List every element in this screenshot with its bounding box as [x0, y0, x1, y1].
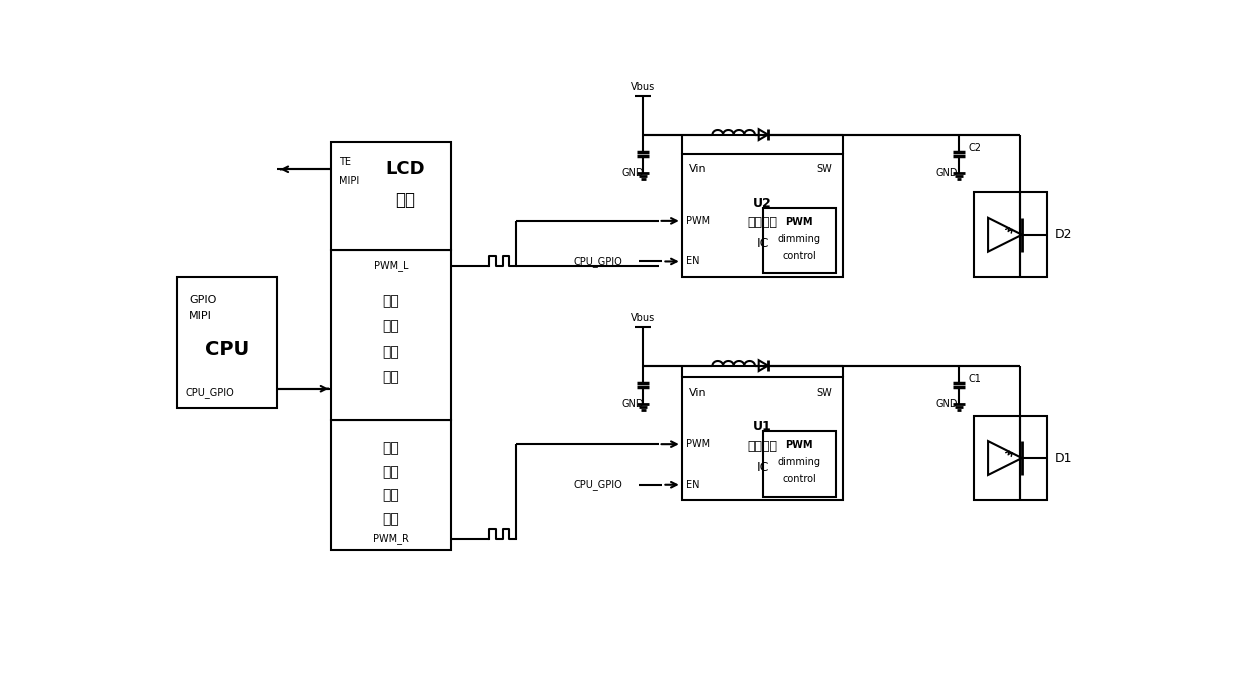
- Bar: [331, 419, 450, 550]
- Text: 模块: 模块: [383, 370, 399, 384]
- Text: Vbus: Vbus: [631, 313, 655, 323]
- Text: 背光: 背光: [383, 320, 399, 334]
- Text: control: control: [782, 474, 816, 484]
- Text: GND: GND: [936, 399, 959, 409]
- Text: PWM_L: PWM_L: [373, 260, 408, 271]
- Text: U2: U2: [753, 197, 773, 210]
- Text: 第二: 第二: [383, 294, 399, 308]
- Text: PWM: PWM: [785, 217, 813, 227]
- Text: control: control: [782, 251, 816, 261]
- Text: PWM: PWM: [785, 441, 813, 450]
- Polygon shape: [988, 441, 1022, 475]
- Text: GPIO: GPIO: [188, 295, 216, 305]
- Text: Vbus: Vbus: [631, 82, 655, 92]
- Text: Vin: Vin: [689, 164, 707, 174]
- Text: GND: GND: [936, 168, 959, 178]
- Text: C1: C1: [968, 374, 981, 384]
- Text: EN: EN: [686, 480, 699, 490]
- Text: 模组: 模组: [396, 191, 415, 209]
- Text: LCD: LCD: [386, 161, 425, 179]
- Text: 第二背光: 第二背光: [748, 217, 777, 229]
- Text: CPU_GPIO: CPU_GPIO: [574, 480, 622, 490]
- Text: 第一背光: 第一背光: [748, 439, 777, 453]
- Text: C2: C2: [968, 143, 981, 153]
- Polygon shape: [988, 218, 1022, 252]
- Text: IC: IC: [756, 461, 769, 473]
- Text: SW: SW: [816, 164, 832, 174]
- Text: GND: GND: [621, 168, 644, 178]
- Polygon shape: [759, 361, 768, 371]
- Bar: [331, 250, 450, 419]
- Text: Vin: Vin: [689, 388, 707, 398]
- Text: IC: IC: [756, 237, 769, 251]
- Bar: [682, 154, 843, 277]
- Bar: [763, 431, 836, 497]
- Text: GND: GND: [621, 399, 644, 409]
- Text: 第一: 第一: [383, 441, 399, 455]
- Text: MIPI: MIPI: [188, 311, 212, 320]
- Text: MIPI: MIPI: [339, 176, 360, 186]
- Text: PWM: PWM: [686, 216, 709, 226]
- Text: PWM_R: PWM_R: [373, 534, 409, 545]
- Bar: [177, 277, 278, 408]
- Bar: [975, 416, 1048, 500]
- Bar: [682, 377, 843, 500]
- Text: TE: TE: [339, 156, 351, 167]
- Text: 控制: 控制: [383, 345, 399, 358]
- Text: 背光: 背光: [383, 465, 399, 479]
- Text: dimming: dimming: [777, 457, 821, 468]
- Text: PWM: PWM: [686, 439, 709, 449]
- Bar: [763, 208, 836, 273]
- Text: CPU_GPIO: CPU_GPIO: [185, 387, 234, 398]
- Text: 模块: 模块: [383, 512, 399, 526]
- Polygon shape: [759, 129, 768, 140]
- Text: U1: U1: [753, 420, 773, 433]
- Text: SW: SW: [816, 388, 832, 398]
- Text: CPU_GPIO: CPU_GPIO: [574, 256, 622, 267]
- Text: EN: EN: [686, 257, 699, 266]
- Text: D2: D2: [1055, 228, 1073, 242]
- Bar: [975, 192, 1048, 277]
- Bar: [331, 143, 450, 250]
- Text: D1: D1: [1055, 452, 1073, 464]
- Text: CPU: CPU: [206, 340, 249, 358]
- Text: 控制: 控制: [383, 489, 399, 502]
- Text: dimming: dimming: [777, 234, 821, 244]
